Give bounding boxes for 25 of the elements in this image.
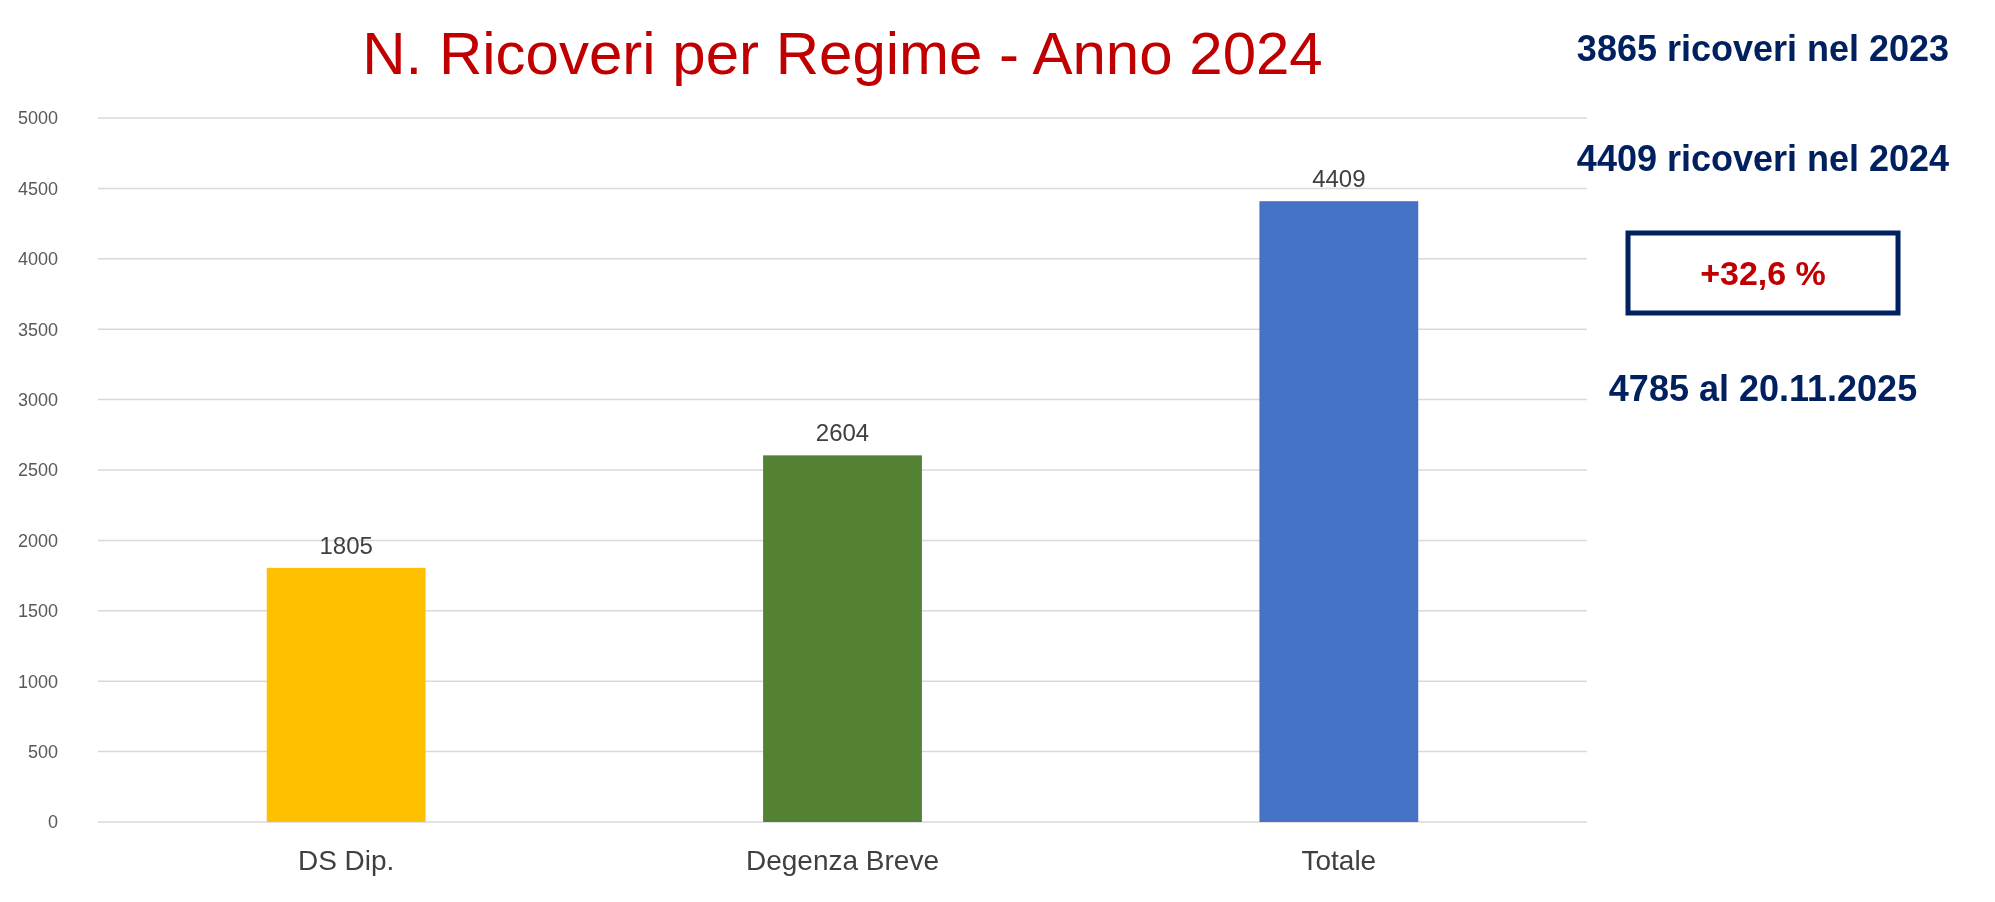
text: +32,6 % [1700,253,1826,292]
y-tick-label: 2000 [17,530,58,551]
x-tick-label: Degenza Breve [745,845,940,876]
x-tick-label: Totale [1301,845,1377,876]
chart-title: N. Ricoveri per Regime - Anno 2024 [362,20,1323,87]
bar [763,455,922,822]
y-tick-label: 3500 [17,319,58,340]
data-label: 1805 [319,531,373,559]
y-tick-label: 3000 [17,389,58,410]
text: 3865 ricoveri nel 2023 [1576,27,1950,69]
x-tick-label: DS Dip. [297,845,395,876]
y-tick-label: 5000 [17,108,58,129]
y-tick-label: 1000 [17,671,58,692]
bar [1259,201,1419,822]
annotation: 4409 ricoveri nel 2024 [1576,137,1950,179]
y-tick-label: 4000 [17,249,58,270]
text: 4785 al 20.11.2025 [1608,367,1918,409]
data-label: 2604 [815,419,870,447]
bar [266,567,426,822]
data-label: 4409 [1312,165,1366,193]
y-tick-label: 500 [27,741,58,762]
y-tick-label: 2500 [17,460,58,481]
y-tick-label: 4500 [17,178,58,199]
y-tick-label: 1500 [17,601,58,622]
y-tick-label: 0 [47,812,58,833]
